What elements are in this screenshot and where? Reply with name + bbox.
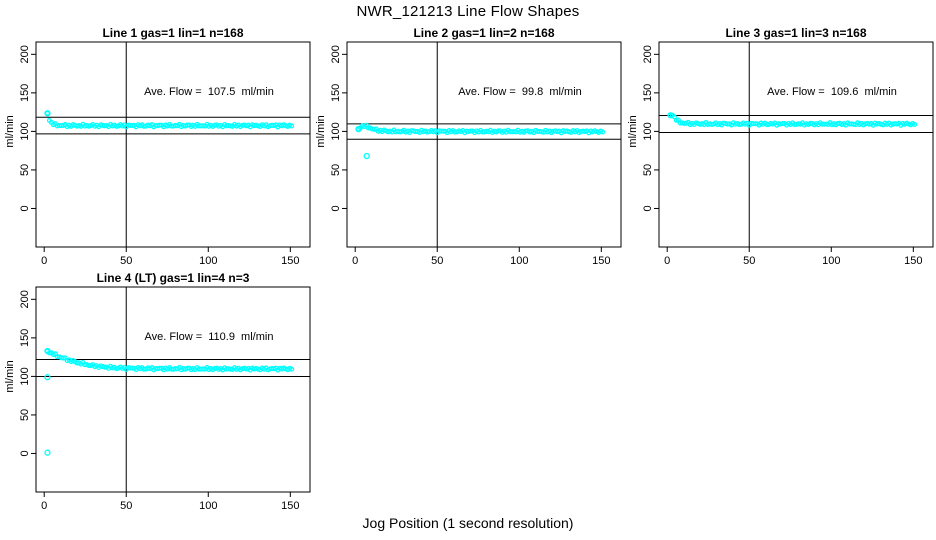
x-axis-label: Jog Position (1 second resolution) [362, 515, 574, 531]
svg-text:0: 0 [352, 255, 358, 267]
svg-text:150: 150 [281, 500, 299, 512]
panel-line-3: 0 50 100 150 0 50 100 150 200 ml/min Line 3 gas=1… [623, 0, 936, 268]
svg-text:100: 100 [199, 255, 217, 267]
svg-text:150: 150 [330, 84, 342, 102]
panel-title: Line 4 (LT) gas=1 lin=4 n=3 [96, 271, 250, 285]
svg-text:0: 0 [41, 500, 47, 512]
svg-text:150: 150 [19, 329, 31, 347]
svg-text:50: 50 [19, 164, 31, 176]
plot-line-1: 0 50 100 150 0 50 100 150 200 ml/min [4, 41, 311, 267]
svg-text:ml/min: ml/min [4, 115, 16, 147]
svg-text:0: 0 [19, 205, 31, 211]
svg-text:100: 100 [330, 122, 342, 140]
svg-text:0: 0 [664, 255, 670, 267]
svg-text:200: 200 [642, 45, 654, 63]
svg-text:150: 150 [592, 255, 610, 267]
svg-text:50: 50 [120, 500, 132, 512]
svg-text:150: 150 [642, 84, 654, 102]
svg-text:200: 200 [19, 45, 31, 63]
svg-text:100: 100 [822, 255, 840, 267]
svg-text:0: 0 [19, 450, 31, 456]
plot-line-2: 0 50 100 150 0 50 100 150 200 ml/min [315, 41, 622, 267]
svg-text:ml/min: ml/min [315, 115, 327, 147]
svg-text:150: 150 [281, 255, 299, 267]
panel-line-4: 0 50 100 150 0 50 100 150 200 ml/min Line 4 (LT) … [0, 245, 313, 513]
svg-text:0: 0 [330, 205, 342, 211]
svg-text:100: 100 [642, 122, 654, 140]
svg-text:200: 200 [19, 290, 31, 308]
svg-text:150: 150 [904, 255, 922, 267]
plot-line-4: 0 50 100 150 0 50 100 150 200 ml/min [4, 286, 311, 512]
panel-title: Line 3 gas=1 lin=3 n=168 [725, 26, 867, 40]
figure-title: NWR_121213 Line Flow Shapes [356, 3, 580, 20]
svg-text:50: 50 [19, 409, 31, 421]
ave-flow-annotation: Ave. Flow = 109.6 ml/min [767, 86, 897, 98]
panel-line-1: 0 50 100 150 0 50 100 150 200 ml/min Line 1 gas=1… [0, 0, 313, 268]
svg-text:0: 0 [642, 205, 654, 211]
svg-text:200: 200 [330, 45, 342, 63]
ave-flow-annotation: Ave. Flow = 110.9 ml/min [144, 331, 274, 343]
panel-title: Line 2 gas=1 lin=2 n=168 [413, 26, 555, 40]
svg-text:150: 150 [19, 84, 31, 102]
svg-text:ml/min: ml/min [4, 360, 16, 392]
svg-text:50: 50 [642, 164, 654, 176]
svg-text:50: 50 [120, 255, 132, 267]
svg-text:50: 50 [431, 255, 443, 267]
svg-text:100: 100 [510, 255, 528, 267]
svg-text:ml/min: ml/min [627, 115, 639, 147]
svg-text:50: 50 [743, 255, 755, 267]
svg-text:0: 0 [41, 255, 47, 267]
svg-text:100: 100 [19, 367, 31, 385]
panel-title: Line 1 gas=1 lin=1 n=168 [102, 26, 244, 40]
ave-flow-annotation: Ave. Flow = 107.5 ml/min [144, 86, 274, 98]
svg-text:50: 50 [330, 164, 342, 176]
ave-flow-annotation: Ave. Flow = 99.8 ml/min [458, 86, 582, 98]
panel-line-2: 0 50 100 150 0 50 100 150 200 ml/min Line 2 gas=1… [311, 0, 624, 268]
svg-text:100: 100 [199, 500, 217, 512]
svg-text:100: 100 [19, 122, 31, 140]
plot-line-3: 0 50 100 150 0 50 100 150 200 ml/min [627, 41, 934, 267]
